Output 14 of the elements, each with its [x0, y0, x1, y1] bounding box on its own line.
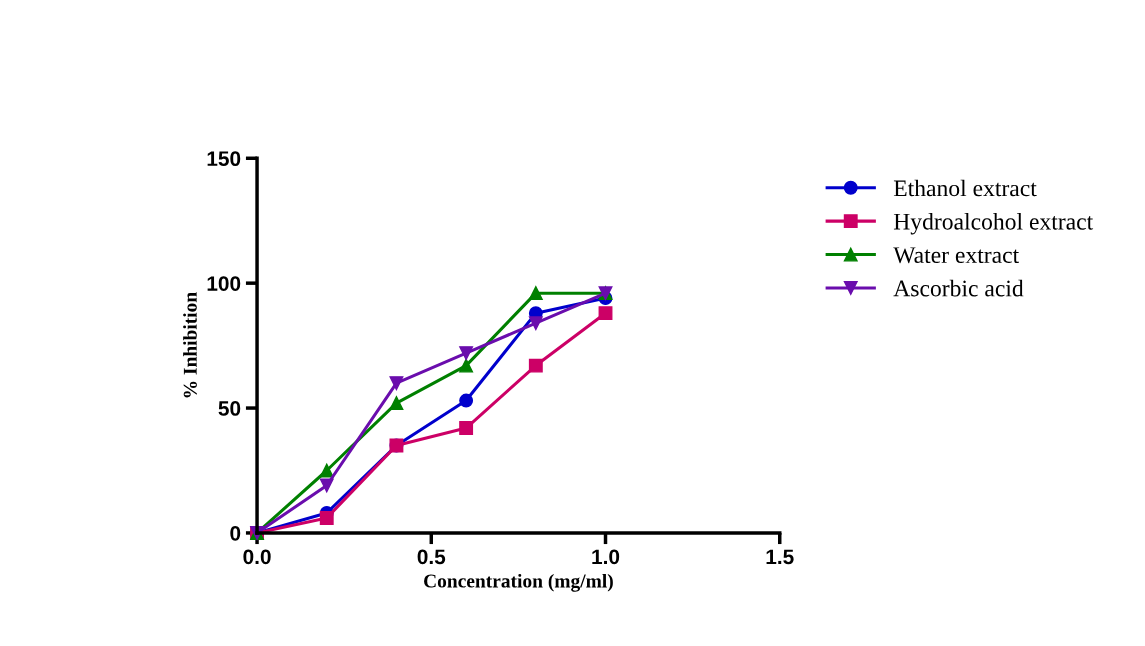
legend-label: Hydroalcohol extract — [893, 213, 1094, 235]
y-tick-label: 150 — [207, 151, 241, 167]
y-tick-label: 100 — [207, 276, 241, 291]
legend-label: Water extract — [893, 247, 1020, 264]
y-tick-label: 50 — [218, 401, 241, 416]
x-tick-label: 0.5 — [417, 549, 446, 565]
legend-label: Ascorbic acid — [893, 279, 1024, 297]
x-tick-label: 0.0 — [243, 549, 271, 565]
legend-label: Ethanol extract — [893, 179, 1037, 197]
x-tick-label: 1.0 — [592, 549, 620, 565]
y-tick-label: 0 — [230, 525, 241, 541]
x-axis-title: Concentration (mg/ml) — [424, 573, 613, 592]
y-axis-title: % Inhibition — [183, 292, 197, 398]
x-tick-label: 1.5 — [766, 549, 794, 565]
